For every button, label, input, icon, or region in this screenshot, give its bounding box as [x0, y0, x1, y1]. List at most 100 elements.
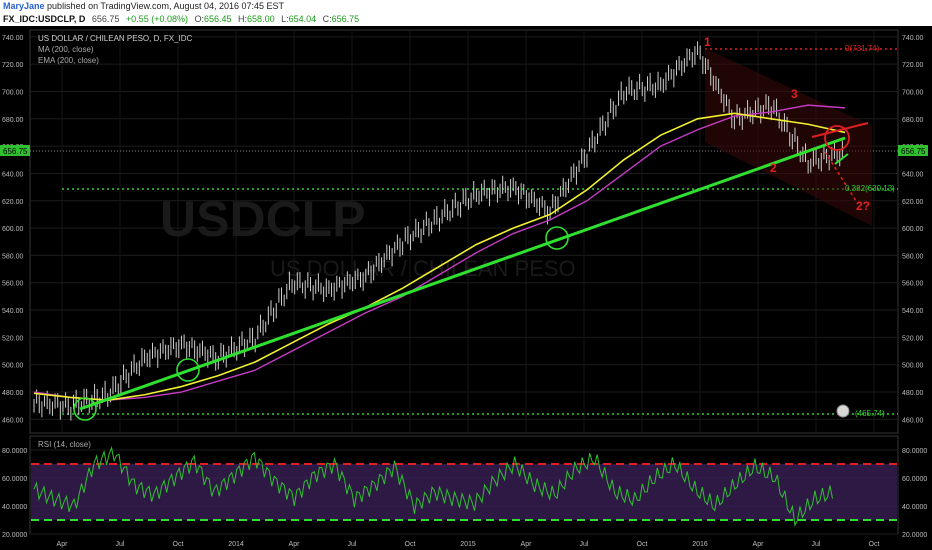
wave-3-label: 3	[791, 87, 798, 101]
rsi-tick-label: 20.0000	[902, 532, 927, 539]
open-label: O:	[194, 14, 204, 24]
author-link[interactable]: MaryJane	[3, 1, 45, 11]
wave-2-label: 2	[770, 161, 777, 175]
y-tick-label: 740.00	[902, 35, 924, 42]
open-value: 656.45	[204, 14, 232, 24]
touch-circle	[545, 226, 569, 250]
y-tick-label: 600.00	[2, 226, 24, 233]
x-tick-label: Oct	[405, 541, 416, 548]
x-tick-label: Apr	[289, 541, 301, 548]
y-tick-label: 580.00	[902, 253, 924, 260]
y-tick-label: 700.00	[2, 89, 24, 96]
fib-top-label: 0(731.74)	[845, 44, 880, 53]
price-tag-left-text: 656.75	[3, 147, 28, 156]
ohlc-bar: FX_IDC:USDCLP, D 656.75 +0.55 (+0.08%) O…	[0, 12, 932, 26]
rsi-y-axis: 80.0000 80.0000 60.0000 60.0000 40.0000 40.00…	[2, 448, 927, 539]
y-tick-label: 480.00	[2, 390, 24, 397]
y-tick-label: 640.00	[902, 171, 924, 178]
fib-low-label: (465.74)	[855, 409, 885, 418]
x-axis: Apr Jul Oct 2014 Apr Jul Oct 2015 Apr Jul Oct 2016 A…	[57, 541, 880, 548]
watermark-symbol: USDCLP	[160, 191, 366, 247]
y-tick-label: 520.00	[2, 335, 24, 342]
close-value: 656.75	[331, 14, 360, 24]
wave-2q-label: 2?	[856, 199, 870, 213]
y-tick-label: 500.00	[2, 363, 24, 370]
y-tick-label: 540.00	[902, 308, 924, 315]
price-bars	[33, 41, 843, 421]
ma-200-line	[33, 104, 846, 401]
support-trendline	[79, 136, 846, 411]
y-tick-label: 680.00	[2, 117, 24, 124]
rsi-legend[interactable]: RSI (14, close)	[38, 440, 91, 449]
low-value: 654.04	[288, 14, 317, 24]
y-tick-label: 560.00	[2, 281, 24, 288]
break-circle	[824, 125, 850, 151]
wave-1-label: 1	[704, 35, 711, 49]
x-tick-label: 2016	[692, 541, 708, 548]
price-tag-right	[898, 145, 928, 156]
y-tick-label: 720.00	[2, 62, 24, 69]
close-label: C:	[322, 14, 332, 24]
high-label: H:	[238, 14, 248, 24]
rsi-tick-label: 40.0000	[2, 504, 27, 511]
y-tick-label: 680.00	[902, 117, 924, 124]
y-tick-label: 500.00	[902, 363, 924, 370]
y-tick-label: 740.00	[2, 35, 24, 42]
last-price: 656.75	[91, 14, 120, 24]
y-axis-right: 740.00720.00700.00680.00660.00640.00620.…	[902, 35, 924, 425]
x-tick-label: Jul	[116, 541, 125, 548]
y-tick-label: 540.00	[2, 308, 24, 315]
y-tick-label: 700.00	[902, 89, 924, 96]
y-tick-label: 580.00	[2, 253, 24, 260]
x-tick-label: Oct	[637, 541, 648, 548]
fib-mid-label: 0.382(630.13)	[845, 184, 895, 193]
rsi-tick-label: 40.0000	[902, 504, 927, 511]
regression-channel	[705, 48, 872, 226]
x-tick-label: 2014	[228, 541, 244, 548]
watermark-name: US DOLLAR / CHILEAN PESO	[270, 256, 576, 281]
rsi-tick-label: 80.0000	[2, 448, 27, 455]
y-tick-label: 560.00	[902, 281, 924, 288]
y-tick-label: 720.00	[902, 62, 924, 69]
x-tick-label: Jul	[348, 541, 357, 548]
ma-legend[interactable]: MA (200, close)	[38, 45, 94, 54]
x-tick-label: Jul	[580, 541, 589, 548]
touch-circle	[73, 397, 97, 421]
published-text: published on TradingView.com, August 04,…	[47, 1, 285, 11]
wave-target-line	[811, 122, 869, 138]
projection-line	[824, 151, 859, 205]
rsi-tick-label: 60.0000	[902, 476, 927, 483]
y-tick-label: 460.00	[2, 417, 24, 424]
y-tick-label: 520.00	[902, 335, 924, 342]
breakout-mark	[834, 153, 849, 165]
low-label: L:	[281, 14, 289, 24]
event-icon[interactable]	[836, 404, 850, 418]
rsi-tick-label: 80.0000	[902, 448, 927, 455]
rsi-line	[33, 445, 833, 527]
y-tick-label: 640.00	[2, 171, 24, 178]
x-tick-label: Apr	[753, 541, 765, 548]
touch-circle	[176, 358, 200, 382]
symbol-label[interactable]: FX_IDC:USDCLP, D	[3, 14, 86, 24]
price-tag-left	[0, 145, 30, 156]
x-tick-label: Apr	[521, 541, 533, 548]
y-tick-label: 600.00	[902, 226, 924, 233]
x-tick-label: Jul	[812, 541, 821, 548]
x-tick-label: Oct	[173, 541, 184, 548]
rsi-tick-label: 20.0000	[2, 532, 27, 539]
y-tick-label: 620.00	[2, 199, 24, 206]
y-tick-label: 480.00	[902, 390, 924, 397]
x-tick-label: Apr	[57, 541, 69, 548]
chart-area[interactable]: USDCLP US DOLLAR / CHILEAN PESO 740.00 72…	[0, 26, 932, 550]
rsi-tick-label: 60.0000	[2, 476, 27, 483]
x-tick-label: 2015	[460, 541, 476, 548]
y-tick-label: 620.00	[902, 199, 924, 206]
price-tag-right-text: 656.75	[901, 147, 926, 156]
ema-200-line	[33, 112, 846, 402]
publisher-bar: MaryJane published on TradingView.com, A…	[0, 0, 932, 12]
high-value: 658.00	[247, 14, 275, 24]
price-change: +0.55 (+0.08%)	[125, 14, 188, 24]
y-axis-left: 740.00720.00700.00680.00660.00640.00620.…	[2, 35, 24, 425]
ema-legend[interactable]: EMA (200, close)	[38, 56, 99, 65]
x-tick-label: Oct	[869, 541, 880, 548]
